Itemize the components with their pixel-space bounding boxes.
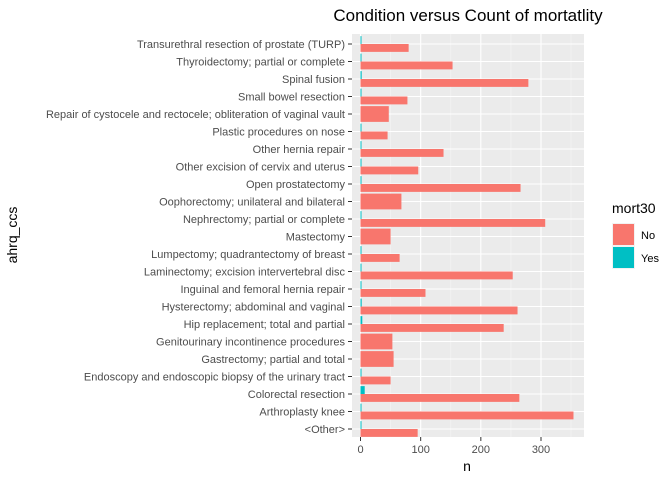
- bar-no: [360, 324, 504, 332]
- bar-no: [360, 219, 546, 227]
- chart-title: Condition versus Count of mortatlity: [333, 6, 603, 25]
- y-tick-label: Mastectomy: [286, 232, 346, 244]
- y-tick-label: Oophorectomy; unilateral and bilateral: [159, 197, 345, 209]
- x-tick-label: 300: [532, 444, 550, 456]
- bar-no: [360, 306, 518, 315]
- bar-no: [360, 79, 529, 87]
- y-axis-title: ahrq_ccs: [4, 207, 20, 264]
- bar-no: [360, 376, 391, 385]
- y-tick-label: Laminectomy; excision intervertebral dis…: [144, 267, 346, 279]
- bar-no: [360, 44, 409, 52]
- bar-no: [360, 166, 419, 175]
- x-tick-label: 100: [411, 444, 429, 456]
- bar-no: [360, 429, 418, 437]
- y-tick-label: Arthroplasty knee: [259, 407, 345, 419]
- y-tick-label: Nephrectomy; partial or complete: [183, 214, 345, 226]
- x-axis-title: n: [463, 458, 471, 474]
- y-tick-label: <Other>: [305, 424, 345, 436]
- y-tick-label: Other excision of cervix and uterus: [176, 162, 346, 174]
- bar-layer: [360, 36, 574, 437]
- y-axis: Transurethral resection of prostate (TUR…: [46, 39, 352, 436]
- bar-no: [360, 131, 388, 140]
- y-tick-label: Spinal fusion: [282, 74, 345, 86]
- y-tick-label: Other hernia repair: [253, 144, 346, 156]
- y-tick-label: Lumpectomy; quadrantectomy of breast: [151, 249, 345, 261]
- bar-yes: [360, 281, 362, 289]
- bar-no: [360, 61, 453, 70]
- bar-no: [360, 271, 513, 280]
- bar-yes: [360, 386, 365, 394]
- x-tick-label: 200: [472, 444, 490, 456]
- bar-no: [360, 411, 574, 420]
- y-tick-label: Inguinal and femoral hernia repair: [181, 284, 346, 296]
- bar-no: [360, 149, 444, 157]
- bar-yes: [360, 263, 362, 272]
- y-tick-label: Endoscopy and endoscopic biopsy of the u…: [84, 372, 345, 384]
- bar-yes: [360, 88, 362, 97]
- bar-yes: [360, 246, 362, 254]
- bar-yes: [360, 123, 362, 132]
- bar-yes: [360, 421, 362, 429]
- legend-label: Yes: [641, 253, 659, 265]
- bar-yes: [360, 368, 362, 377]
- bar-no: [360, 351, 394, 367]
- y-tick-label: Repair of cystocele and rectocele; oblit…: [46, 109, 345, 121]
- legend-swatch: [613, 247, 634, 268]
- legend: mort30 No Yes: [612, 200, 659, 269]
- bar-no: [360, 193, 402, 210]
- bar-no: [360, 394, 520, 402]
- bar-yes: [360, 211, 362, 219]
- bar-no: [360, 289, 426, 297]
- y-tick-label: Colorectal resection: [248, 389, 345, 401]
- x-axis: 0 100 200 300: [357, 437, 550, 456]
- y-tick-label: Genitourinary incontinence procedures: [156, 337, 345, 349]
- bar-yes: [360, 403, 362, 412]
- bar-yes: [360, 71, 362, 79]
- legend-title: mort30: [612, 200, 656, 216]
- y-tick-label: Gastrectomy; partial and total: [201, 354, 345, 366]
- x-tick-label: 0: [357, 444, 363, 456]
- y-tick-label: Plastic procedures on nose: [212, 127, 345, 139]
- bar-yes: [360, 316, 363, 324]
- legend-swatch: [613, 224, 634, 245]
- y-tick-label: Hysterectomy; abdominal and vaginal: [162, 302, 345, 314]
- bar-yes: [360, 53, 362, 62]
- bar-no: [360, 96, 408, 105]
- bar-yes: [360, 158, 362, 167]
- legend-label: No: [641, 230, 655, 242]
- bar-no: [360, 254, 400, 262]
- bar-yes: [360, 298, 362, 307]
- y-tick-label: Open prostatectomy: [246, 179, 346, 191]
- y-tick-label: Small bowel resection: [238, 92, 345, 104]
- bar-no: [360, 228, 391, 245]
- bar-yes: [360, 36, 362, 44]
- bar-no: [360, 184, 521, 192]
- y-tick-label: Transurethral resection of prostate (TUR…: [137, 39, 345, 51]
- y-tick-label: Thyroidectomy; partial or complete: [176, 57, 345, 69]
- bar-no: [360, 106, 389, 122]
- bar-yes: [360, 141, 362, 149]
- y-tick-label: Hip replacement; total and partial: [184, 319, 345, 331]
- bar-no: [360, 333, 393, 350]
- bar-yes: [360, 176, 362, 184]
